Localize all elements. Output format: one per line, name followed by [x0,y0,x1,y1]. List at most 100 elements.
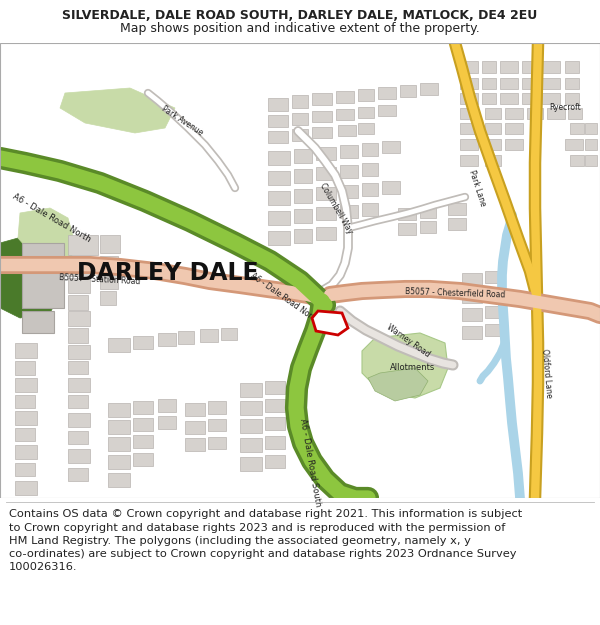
Bar [505,108,523,119]
Bar [358,123,374,134]
Bar [15,395,35,408]
Polygon shape [0,238,58,318]
Bar [292,113,308,125]
Bar [292,95,308,108]
Bar [15,361,35,375]
Bar [527,108,543,119]
Text: B5057 - Station Road: B5057 - Station Road [59,273,141,287]
Bar [542,61,560,73]
Bar [420,206,436,218]
Bar [133,435,153,448]
Bar [133,453,153,466]
Bar [208,419,226,431]
Bar [312,111,332,122]
Bar [340,185,358,198]
Bar [100,275,118,289]
Bar [585,155,597,166]
Bar [268,171,290,185]
Bar [15,481,37,495]
Polygon shape [312,311,348,335]
Bar [100,235,120,253]
Bar [15,343,37,358]
Bar [294,189,312,203]
Bar [108,420,130,434]
Bar [340,205,358,218]
Bar [338,125,356,136]
Bar [420,83,438,95]
Bar [265,417,285,430]
Bar [485,123,501,134]
Bar [500,61,518,73]
Bar [336,91,354,103]
Bar [482,61,496,73]
Bar [268,191,290,205]
Bar [482,93,496,104]
Bar [240,401,262,415]
Bar [485,139,501,150]
Bar [265,455,285,468]
Bar [268,231,290,245]
Text: Map shows position and indicative extent of the property.: Map shows position and indicative extent… [120,22,480,35]
Bar [340,165,358,178]
Text: Ryecroft: Ryecroft [549,104,581,112]
Bar [312,127,332,138]
Bar [316,147,336,160]
Bar [68,378,90,392]
Bar [448,218,466,230]
Polygon shape [60,88,175,133]
Bar [265,381,285,394]
Bar [568,108,582,119]
Bar [485,288,503,300]
Bar [460,93,478,104]
Bar [485,155,501,166]
Bar [547,108,565,119]
Bar [68,413,90,427]
Bar [505,123,523,134]
Bar [460,139,478,150]
Bar [265,436,285,449]
Bar [100,291,116,305]
Bar [265,399,285,412]
Bar [294,149,312,163]
Bar [133,418,153,431]
Bar [382,141,400,153]
Bar [208,437,226,449]
Bar [200,329,218,342]
Bar [482,78,496,89]
Bar [485,306,503,318]
Polygon shape [368,368,428,401]
Bar [268,131,288,143]
Bar [108,473,130,487]
Bar [542,78,560,89]
Text: A6 - Dale Road North: A6 - Dale Road North [250,271,320,325]
Bar [178,331,194,344]
Bar [316,207,336,220]
Bar [400,85,416,97]
Bar [22,243,64,308]
Bar [522,93,538,104]
Bar [362,143,378,156]
Bar [340,145,358,158]
Bar [522,78,538,89]
Bar [68,235,98,255]
Bar [316,227,336,240]
Bar [268,211,290,225]
Bar [485,271,503,283]
Bar [268,151,290,165]
Bar [336,109,354,120]
Bar [68,449,90,463]
Bar [462,308,482,321]
Bar [100,256,118,272]
Text: Oldford Lane: Oldford Lane [541,348,554,398]
Bar [565,61,579,73]
Bar [22,311,54,333]
Bar [462,290,482,303]
Text: A6 - Dale Road North: A6 - Dale Road North [11,192,92,244]
Bar [522,61,538,73]
Text: DARLEY DALE: DARLEY DALE [77,261,259,285]
Bar [460,61,478,73]
Bar [68,258,93,276]
Bar [68,295,88,310]
Bar [68,361,88,374]
Bar [462,326,482,339]
